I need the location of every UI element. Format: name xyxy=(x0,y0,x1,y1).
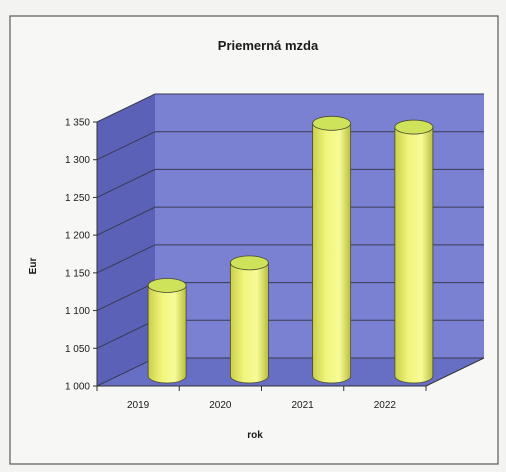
bar-body xyxy=(394,126,434,384)
bar-top xyxy=(312,115,352,131)
bar-body xyxy=(229,262,269,384)
bar-top xyxy=(229,255,269,271)
bar-top xyxy=(147,278,187,293)
chart-floor xyxy=(97,358,484,386)
y-tick-label: 1 300 xyxy=(65,155,90,166)
bar-body xyxy=(147,285,187,384)
x-tick-label: 2019 xyxy=(127,400,150,411)
gridline xyxy=(96,93,484,123)
floor-edge xyxy=(425,357,485,387)
bar-top xyxy=(394,119,434,135)
x-tick-label: 2020 xyxy=(209,400,232,411)
bars xyxy=(147,115,434,384)
y-axis-label: Eur xyxy=(28,258,39,275)
bar-2021 xyxy=(312,115,352,384)
y-tick-label: 1 250 xyxy=(65,193,90,204)
y-tick-label: 1 100 xyxy=(65,306,90,317)
bar-2019 xyxy=(147,278,187,384)
x-axis-ticks: 2019 2020 2021 2022 xyxy=(96,386,427,411)
side-wall xyxy=(97,94,155,386)
y-tick-label: 1 050 xyxy=(65,344,90,355)
x-axis-label: rok xyxy=(247,430,263,441)
y-tick-label: 1 350 xyxy=(65,118,90,129)
y-tick-label: 1 150 xyxy=(65,268,90,279)
gridline xyxy=(96,244,484,274)
y-tick-label: 1 000 xyxy=(65,382,90,393)
x-tick-label: 2022 xyxy=(374,400,397,411)
y-axis-ticks: 1 000 1 050 1 100 1 150 1 200 1 250 1 300 1 350 xyxy=(65,118,97,393)
chart-title: Priemerná mzda xyxy=(218,38,319,53)
bar-2020 xyxy=(229,255,269,384)
gridline xyxy=(96,206,484,236)
y-tick-label: 1 200 xyxy=(65,231,90,242)
x-tick-label: 2021 xyxy=(292,400,315,411)
bar-body xyxy=(312,122,352,384)
gridline xyxy=(96,131,484,161)
gridline xyxy=(96,168,484,198)
bar-2022 xyxy=(394,119,434,384)
